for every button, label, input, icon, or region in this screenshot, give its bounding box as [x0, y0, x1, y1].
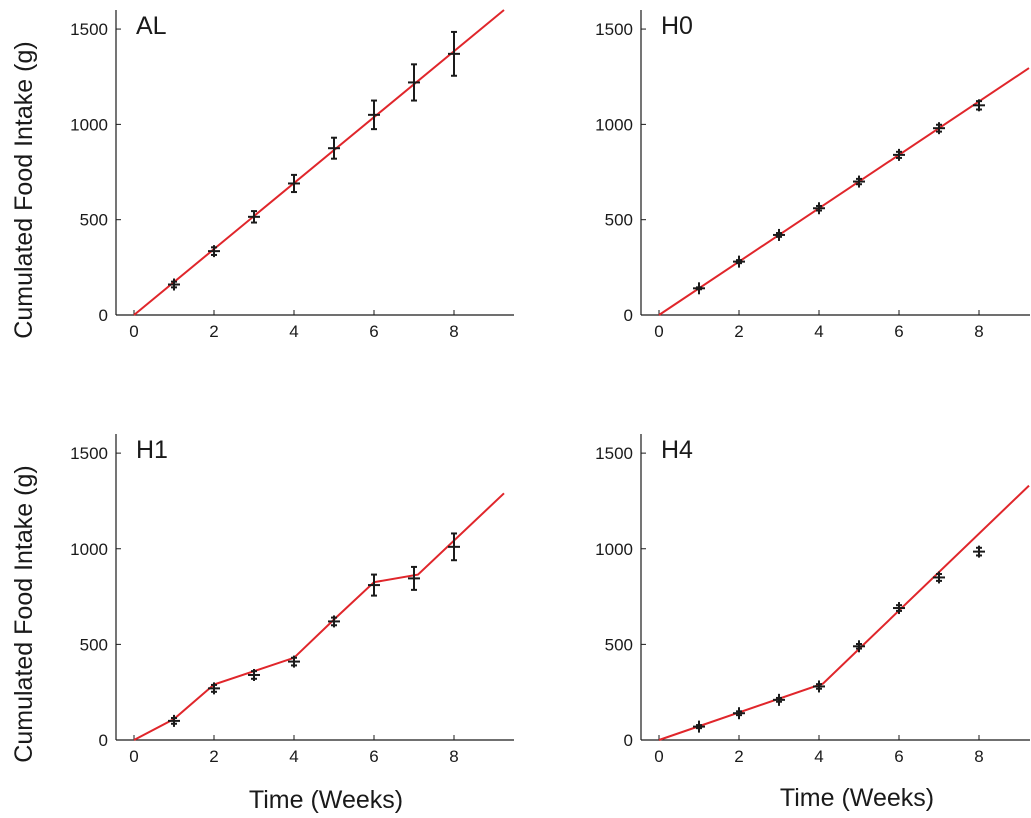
data-point [733, 255, 745, 268]
data-point [168, 278, 180, 291]
data-point [408, 63, 420, 102]
y-tick-label: 1500 [595, 20, 633, 39]
x-tick-label: 6 [369, 322, 378, 341]
data-point [168, 714, 180, 727]
xlabel-left: Time (Weeks) [249, 786, 403, 814]
data-point [248, 210, 260, 224]
fit-line [658, 67, 1030, 316]
x-tick-label: 4 [814, 747, 823, 766]
x-tick-label: 8 [974, 747, 983, 766]
x-tick-label: 6 [894, 322, 903, 341]
y-tick-label: 1000 [70, 540, 108, 559]
y-tick-label: 0 [624, 731, 633, 750]
fit-line [133, 492, 505, 741]
x-tick-label: 6 [369, 747, 378, 766]
fit-line [658, 484, 1030, 741]
x-tick-label: 8 [449, 747, 458, 766]
data-point [973, 99, 985, 112]
data-point [288, 655, 300, 668]
y-tick-label: 500 [80, 211, 108, 230]
y-tick-label: 1500 [595, 444, 633, 463]
data-point [448, 30, 460, 77]
data-point [693, 282, 705, 295]
chart-panel-h0: 0 500 1000 1500 0 2 4 6 8 H0 [595, 10, 1030, 341]
y-tick-label: 0 [99, 306, 108, 325]
y-tick-label: 1000 [595, 115, 633, 134]
ylabel-bottom: Cumulated Food Intake (g) [10, 465, 38, 762]
x-tick-label: 6 [894, 747, 903, 766]
data-point [448, 532, 460, 562]
data-point [933, 122, 945, 135]
data-point [248, 668, 260, 681]
y-tick-label: 0 [624, 306, 633, 325]
y-tick-label: 1000 [70, 115, 108, 134]
data-point [973, 545, 985, 558]
data-point [208, 682, 220, 695]
xlabel-right: Time (Weeks) [780, 784, 934, 812]
fit-line [133, 9, 505, 316]
data-point [853, 175, 865, 188]
data-point [408, 565, 420, 591]
data-point [368, 99, 380, 131]
data-point [893, 602, 905, 615]
x-tick-label: 4 [289, 322, 298, 341]
x-tick-label: 4 [289, 747, 298, 766]
x-tick-label: 2 [209, 747, 218, 766]
data-point [328, 136, 340, 160]
chart-panel-h4: 0 500 1000 1500 0 2 4 6 8 H4 [595, 434, 1030, 766]
chart-panel-al: 0 500 1000 1500 0 2 4 6 8 AL [70, 9, 514, 341]
x-tick-label: 2 [209, 322, 218, 341]
data-point [693, 720, 705, 733]
panel-title: H0 [661, 12, 693, 40]
y-tick-label: 1500 [70, 20, 108, 39]
data-point [733, 707, 745, 720]
panels: 0 500 1000 1500 0 2 4 6 8 AL 0 500 1000 1500 0 2 4 6 8 H0 0 5… [70, 9, 1030, 766]
y-tick-label: 0 [99, 731, 108, 750]
data-point [368, 573, 380, 597]
panel-title: AL [136, 12, 167, 40]
x-tick-label: 2 [734, 322, 743, 341]
ylabel-top: Cumulated Food Intake (g) [10, 41, 38, 338]
data-point [813, 202, 825, 215]
data-point [288, 173, 300, 194]
x-tick-label: 0 [129, 747, 138, 766]
data-point [853, 640, 865, 653]
y-tick-label: 1000 [595, 540, 633, 559]
x-tick-label: 0 [129, 322, 138, 341]
x-tick-label: 0 [654, 747, 663, 766]
data-point [773, 228, 785, 241]
x-tick-label: 8 [974, 322, 983, 341]
data-point [813, 680, 825, 693]
chart-panel-h1: 0 500 1000 1500 0 2 4 6 8 H1 [70, 434, 514, 766]
x-tick-label: 8 [449, 322, 458, 341]
data-point [328, 615, 340, 628]
x-tick-label: 2 [734, 747, 743, 766]
x-tick-label: 4 [814, 322, 823, 341]
data-point [773, 693, 785, 706]
data-point [893, 148, 905, 161]
y-tick-label: 500 [80, 635, 108, 654]
x-tick-label: 0 [654, 322, 663, 341]
y-tick-label: 500 [605, 211, 633, 230]
panel-title: H4 [661, 436, 693, 464]
data-point [933, 571, 945, 584]
panel-title: H1 [136, 436, 168, 464]
data-point [208, 245, 220, 258]
y-tick-label: 500 [605, 635, 633, 654]
y-tick-label: 1500 [70, 444, 108, 463]
